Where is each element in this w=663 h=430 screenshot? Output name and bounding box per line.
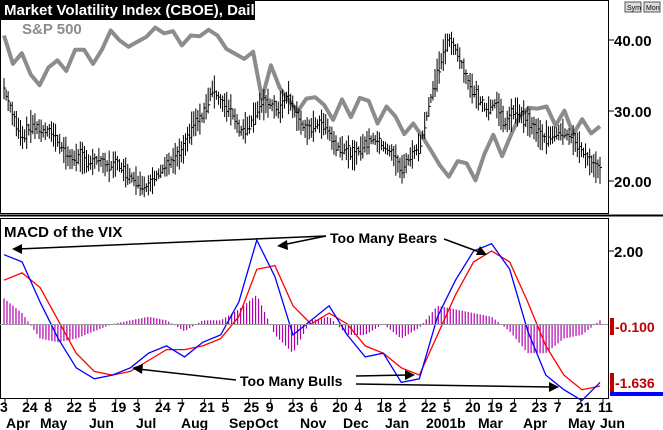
x-day-label: 11 (598, 399, 613, 415)
macd-last-value: -1.636 (615, 375, 655, 391)
x-day-label: 2 (399, 399, 407, 415)
bulls-annotation: Too Many Bulls (132, 364, 559, 392)
mon-button[interactable] (643, 1, 661, 13)
x-day-label: 3 (133, 399, 141, 415)
x-day-label: 7 (177, 399, 185, 415)
x-month-label: Oct (255, 415, 279, 430)
x-day-label: 19 (487, 399, 503, 415)
price-panel-title: Market Volatility Index (CBOE), Daily (4, 2, 264, 19)
macd-y-tick-2: 2.00 (614, 244, 643, 261)
x-day-label: 20 (465, 399, 481, 415)
y-tick-20: 20.00 (614, 174, 652, 191)
x-month-label: Apr (523, 415, 548, 430)
hist-value-marker (610, 318, 614, 335)
macd-panel-frame (0, 218, 609, 399)
sp500-label: S&P 500 (22, 21, 82, 38)
x-month-label: May (40, 415, 67, 430)
x-day-label: 23 (532, 399, 548, 415)
bears-annotation: Too Many Bears (12, 230, 487, 255)
x-day-label: 5 (89, 399, 97, 415)
x-day-label: 19 (111, 399, 127, 415)
bears-label: Too Many Bears (330, 230, 437, 246)
macd-value-underline (610, 392, 663, 396)
x-day-label: 24 (22, 399, 38, 415)
vix-bars-layer (3, 31, 602, 198)
x-day-label: 2 (509, 399, 517, 415)
x-day-label: 4 (354, 399, 362, 415)
y-tick-40: 40.00 (614, 33, 652, 50)
x-month-label: 2001b (426, 415, 466, 430)
x-day-label: 3 (0, 399, 8, 415)
sym-button-label: Sym (627, 5, 641, 12)
x-day-label: 5 (221, 399, 229, 415)
x-axis: 3 24 8 22 5 19 3 24 7 21 5 25 9 23 6 20 4 18 2 22 5 20 19 2 23 7 2… (0, 398, 625, 430)
mon-button-label: Mon (646, 5, 660, 12)
x-month-label: Jul (136, 415, 156, 430)
x-day-label: 9 (266, 399, 274, 415)
hist-last-value: -0.100 (615, 319, 655, 335)
x-day-label: 7 (554, 399, 562, 415)
macd-panel-title: MACD of the VIX (4, 224, 122, 241)
x-day-label: 5 (443, 399, 451, 415)
x-month-label: Mar (478, 415, 503, 430)
x-month-label: Apr (6, 415, 31, 430)
sp500-series-line (2, 25, 602, 183)
x-month-label: Jun (89, 415, 114, 430)
x-month-label: Dec (343, 415, 369, 430)
x-day-label: 25 (244, 399, 260, 415)
x-day-label: 23 (288, 399, 304, 415)
x-day-label: 18 (377, 399, 393, 415)
macd-lines-layer (3, 238, 601, 402)
x-month-label: May (568, 415, 595, 430)
x-day-label: 21 (199, 399, 215, 415)
x-month-label: Nov (300, 415, 327, 430)
hist-value-box (610, 318, 663, 335)
sp500-line-layer (2, 25, 602, 183)
x-day-label: 22 (66, 399, 82, 415)
price-title-bg (0, 0, 255, 20)
x-day-label: 20 (332, 399, 348, 415)
sym-button[interactable] (624, 1, 642, 13)
x-month-label: Jun (600, 415, 625, 430)
x-month-label: Jan (385, 415, 409, 430)
x-day-label: 21 (576, 399, 592, 415)
x-day-label: 22 (421, 399, 437, 415)
price-panel-frame (0, 0, 609, 214)
y-tick-30: 30.00 (614, 104, 652, 121)
macd-value-box (610, 373, 663, 392)
macd-series-line (3, 238, 601, 402)
x-day-label: 6 (310, 399, 318, 415)
macd-value-marker (610, 373, 614, 392)
x-month-label: Sep (229, 415, 255, 430)
x-day-label: 8 (44, 399, 52, 415)
x-month-label: Aug (181, 415, 208, 430)
bulls-label: Too Many Bulls (240, 373, 343, 389)
x-day-label: 24 (155, 399, 171, 415)
